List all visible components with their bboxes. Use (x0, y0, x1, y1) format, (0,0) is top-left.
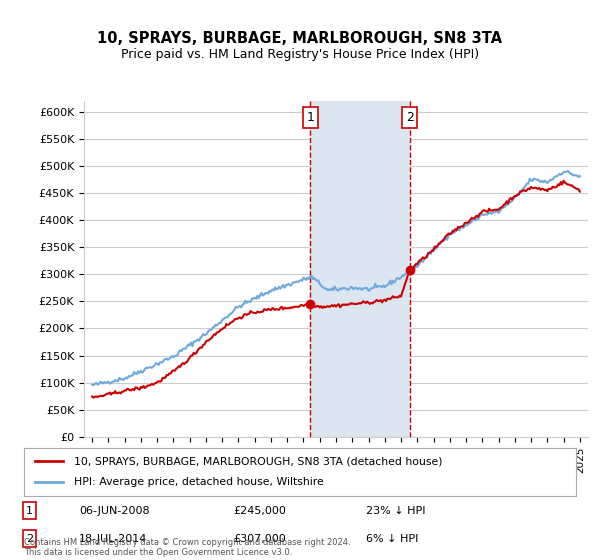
Text: Contains HM Land Registry data © Crown copyright and database right 2024.
This d: Contains HM Land Registry data © Crown c… (24, 538, 350, 557)
Text: £307,000: £307,000 (234, 534, 287, 544)
Text: 10, SPRAYS, BURBAGE, MARLBOROUGH, SN8 3TA (detached house): 10, SPRAYS, BURBAGE, MARLBOROUGH, SN8 3T… (74, 456, 442, 466)
Text: £245,000: £245,000 (234, 506, 287, 516)
Text: 2: 2 (26, 534, 33, 544)
Text: 1: 1 (26, 506, 33, 516)
Bar (310, 101, 410, 437)
Text: 23% ↓ HPI: 23% ↓ HPI (366, 506, 426, 516)
Text: 10, SPRAYS, BURBAGE, MARLBOROUGH, SN8 3TA: 10, SPRAYS, BURBAGE, MARLBOROUGH, SN8 3T… (97, 31, 503, 46)
Text: 1: 1 (307, 111, 314, 124)
Text: 06-JUN-2008: 06-JUN-2008 (79, 506, 150, 516)
Text: 6% ↓ HPI: 6% ↓ HPI (366, 534, 419, 544)
Text: 2: 2 (406, 111, 414, 124)
Text: 18-JUL-2014: 18-JUL-2014 (79, 534, 148, 544)
Text: HPI: Average price, detached house, Wiltshire: HPI: Average price, detached house, Wilt… (74, 477, 323, 487)
Text: Price paid vs. HM Land Registry's House Price Index (HPI): Price paid vs. HM Land Registry's House … (121, 48, 479, 60)
